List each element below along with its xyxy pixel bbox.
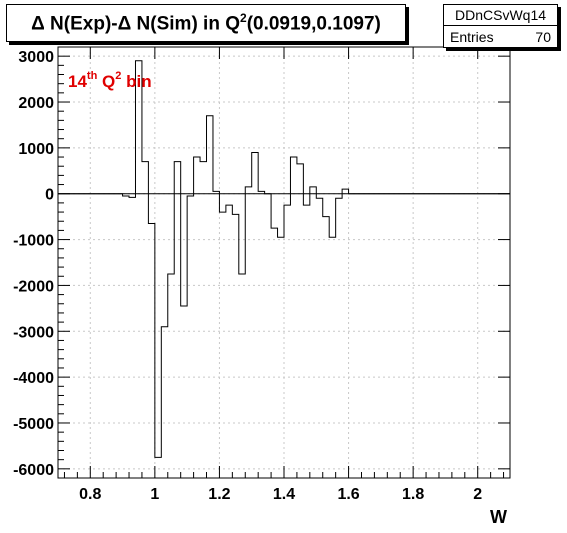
annotation-sup-th: th bbox=[87, 70, 98, 82]
stats-histogram-name: DDnCSvWq14 bbox=[444, 5, 557, 26]
x-tick-label: 0.8 bbox=[79, 486, 101, 503]
x-tick-label: 1.4 bbox=[273, 486, 295, 503]
x-axis-label: W bbox=[490, 507, 507, 527]
x-tick-label: 1.8 bbox=[402, 486, 424, 503]
histogram-line bbox=[58, 60, 510, 458]
y-tick-label: -3000 bbox=[13, 324, 54, 341]
title-part-b: (0.0919,0.1097) bbox=[246, 13, 381, 35]
chart-title: Δ N(Exp)-Δ N(Sim) in Q2(0.0919,0.1097) bbox=[7, 11, 405, 35]
y-tick-label: 2000 bbox=[18, 95, 54, 112]
y-tick-label: -2000 bbox=[13, 278, 54, 295]
tick-labels: -6000 -5000 -4000 -3000 -2000 -1000 0 1000 2000 3… bbox=[13, 49, 482, 503]
stats-entries-row: Entries 70 bbox=[450, 27, 551, 47]
y-tick-label: -6000 bbox=[13, 462, 54, 479]
x-tick-label: 1.6 bbox=[337, 486, 359, 503]
y-tick-label: 3000 bbox=[18, 49, 54, 66]
y-tick-label: -1000 bbox=[13, 233, 54, 250]
entries-label: Entries bbox=[450, 29, 494, 45]
y-tick-label: -5000 bbox=[13, 416, 54, 433]
stats-box: DDnCSvWq14 Entries 70 bbox=[443, 4, 558, 48]
y-tick-label: 0 bbox=[45, 187, 54, 204]
annotation-sup-2: 2 bbox=[115, 70, 121, 82]
bin-annotation: 14th Q2 bin bbox=[68, 70, 152, 91]
grid-lines bbox=[58, 47, 510, 478]
x-tick-label: 2 bbox=[473, 486, 482, 503]
title-part-a: Δ N(Exp)-Δ N(Sim) in Q bbox=[31, 13, 240, 35]
annotation-bin: bin bbox=[121, 72, 151, 91]
annotation-q: Q bbox=[97, 72, 115, 91]
x-tick-label: 1 bbox=[150, 486, 159, 503]
title-superscript: 2 bbox=[240, 11, 247, 25]
axis-ticks bbox=[58, 47, 510, 478]
x-tick-label: 1.2 bbox=[208, 486, 230, 503]
y-tick-label: -4000 bbox=[13, 370, 54, 387]
entries-value: 70 bbox=[535, 29, 551, 45]
y-tick-label: 1000 bbox=[18, 141, 54, 158]
annotation-number: 14 bbox=[68, 72, 87, 91]
title-box: Δ N(Exp)-Δ N(Sim) in Q2(0.0919,0.1097) bbox=[6, 4, 406, 42]
